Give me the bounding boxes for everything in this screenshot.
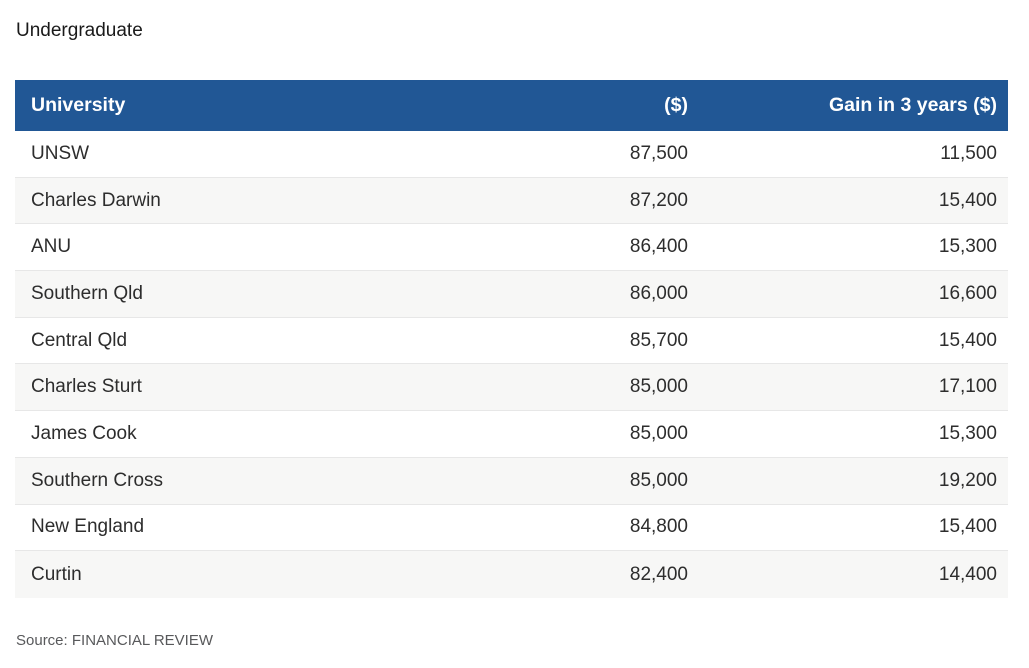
cell-gain: 15,300 xyxy=(938,422,997,444)
page: Undergraduate University ($) Gain in 3 y… xyxy=(15,20,1008,649)
cell-university: Southern Qld xyxy=(31,282,143,304)
cell-gain: 14,400 xyxy=(938,563,997,585)
table-row: James Cook 85,000 15,300 xyxy=(15,411,1008,458)
column-header-gain: Gain in 3 years ($) xyxy=(829,94,997,116)
table-row: Curtin 82,400 14,400 xyxy=(15,551,1008,598)
cell-university: Curtin xyxy=(31,563,82,585)
table-row: Charles Sturt 85,000 17,100 xyxy=(15,364,1008,412)
cell-university: ANU xyxy=(31,236,72,258)
cell-gain: 15,400 xyxy=(938,189,997,211)
table-row: UNSW 87,500 11,500 xyxy=(15,131,1008,178)
cell-gain: 16,600 xyxy=(938,282,997,304)
cell-gain: 15,400 xyxy=(938,516,997,538)
cell-university: Southern Cross xyxy=(31,469,164,491)
data-table: University ($) Gain in 3 years ($) UNSW 8… xyxy=(15,80,1008,598)
cell-salary: 84,800 xyxy=(629,516,688,538)
column-header-university: University xyxy=(31,94,126,116)
cell-salary: 85,000 xyxy=(629,469,688,491)
cell-salary: 87,500 xyxy=(629,142,688,164)
cell-university: UNSW xyxy=(31,142,90,164)
cell-salary: 85,000 xyxy=(629,422,688,444)
cell-university: Central Qld xyxy=(31,329,128,351)
cell-gain: 11,500 xyxy=(940,142,997,164)
cell-gain: 15,300 xyxy=(938,236,997,258)
source-attribution: Source: FINANCIAL REVIEW xyxy=(16,631,213,649)
cell-salary: 85,700 xyxy=(629,329,688,351)
page-title: Undergraduate xyxy=(16,20,143,41)
cell-salary: 86,400 xyxy=(629,236,688,258)
table-body: UNSW 87,500 11,500 Charles Darwin 87,200 15,4… xyxy=(15,131,1008,598)
cell-university: New England xyxy=(31,516,145,538)
cell-salary: 82,400 xyxy=(629,563,688,585)
table-row: New England 84,800 15,400 xyxy=(15,504,1008,552)
table-row: Southern Cross 85,000 19,200 xyxy=(15,457,1008,505)
column-header-salary: ($) xyxy=(664,94,688,116)
cell-gain: 19,200 xyxy=(938,469,997,491)
cell-salary: 87,200 xyxy=(629,189,688,211)
cell-university: James Cook xyxy=(31,422,137,444)
cell-gain: 17,100 xyxy=(938,376,997,398)
table-row: Charles Darwin 87,200 15,400 xyxy=(15,177,1008,225)
table-row: Central Qld 85,700 15,400 xyxy=(15,317,1008,365)
cell-university: Charles Darwin xyxy=(31,189,161,211)
cell-gain: 15,400 xyxy=(938,329,997,351)
table-row: ANU 86,400 15,300 xyxy=(15,224,1008,272)
table-row: Southern Qld 86,000 16,600 xyxy=(15,271,1008,318)
cell-salary: 85,000 xyxy=(629,376,688,398)
cell-salary: 86,000 xyxy=(629,282,688,304)
table-header-row: University ($) Gain in 3 years ($) xyxy=(15,80,1008,131)
cell-university: Charles Sturt xyxy=(31,376,142,398)
